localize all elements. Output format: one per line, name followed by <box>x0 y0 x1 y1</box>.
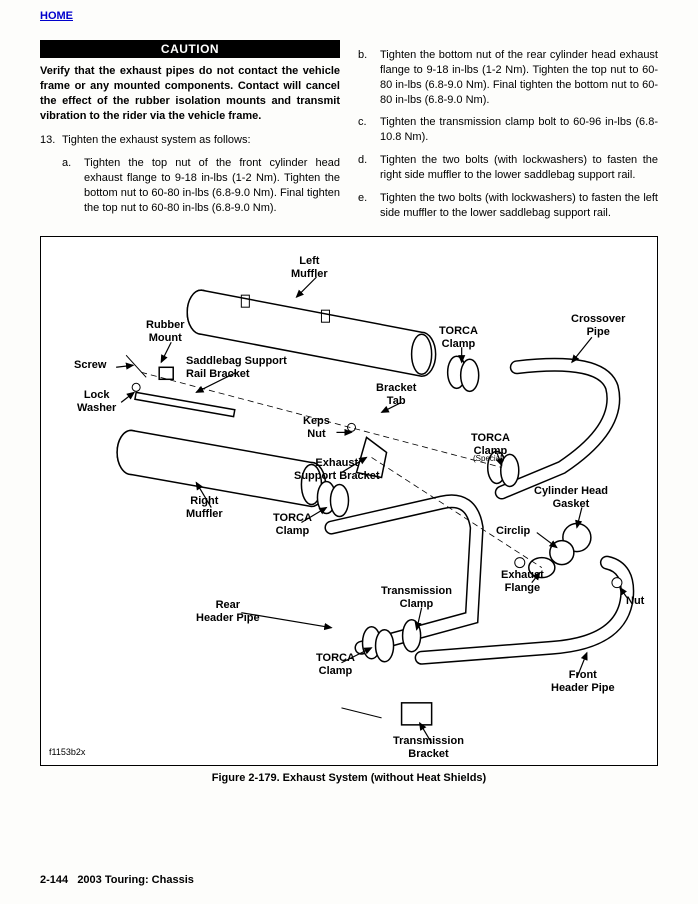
step-13: 13. Tighten the exhaust system as follow… <box>40 133 340 148</box>
lbl-circlip: Circlip <box>496 525 530 537</box>
sub-label-a: a. <box>62 156 84 215</box>
sub-text-a: Tighten the top nut of the front cylinde… <box>84 156 340 215</box>
lbl-front-header: FrontHeader Pipe <box>551 669 615 693</box>
lbl-trans-clamp: TransmissionClamp <box>381 585 452 609</box>
step-a: a. Tighten the top nut of the front cyli… <box>40 156 340 215</box>
lbl-exhaust-flange: ExhaustFlange <box>501 569 544 593</box>
caution-text: Verify that the exhaust pipes do not con… <box>40 64 340 123</box>
lbl-torca-2: TORCAClamp <box>273 512 312 536</box>
caution-heading: CAUTION <box>40 40 340 58</box>
home-link[interactable]: HOME <box>40 10 73 22</box>
lbl-right-muffler: RightMuffler <box>186 495 223 519</box>
lbl-torca-special-sub: (Special) <box>473 455 505 464</box>
lbl-torca-3: TORCAClamp <box>316 652 355 676</box>
lbl-rubber-mount: RubberMount <box>146 319 185 343</box>
lbl-trans-bracket: TransmissionBracket <box>393 735 464 759</box>
lbl-rear-header: RearHeader Pipe <box>196 599 260 623</box>
lbl-torca-1: TORCAClamp <box>439 325 478 349</box>
sub-text-c: Tighten the transmission clamp bolt to 6… <box>380 115 658 145</box>
figure-diagram: LeftMuffler RubberMount Screw LockWasher… <box>40 236 658 766</box>
sub-label-c: c. <box>358 115 380 145</box>
step-c: c. Tighten the transmission clamp bolt t… <box>358 115 658 145</box>
footer-page: 2-144 <box>40 874 68 886</box>
lbl-crossover: CrossoverPipe <box>571 313 625 337</box>
lbl-saddlebag: Saddlebag SupportRail Bracket <box>186 355 287 379</box>
step-b: b. Tighten the bottom nut of the rear cy… <box>358 48 658 107</box>
lbl-keps: KepsNut <box>303 415 330 439</box>
page-footer: 2-144 2003 Touring: Chassis <box>40 874 194 886</box>
step-number: 13. <box>40 133 62 148</box>
lbl-left-muffler: LeftMuffler <box>291 255 328 279</box>
lbl-lock-washer: LockWasher <box>77 389 116 413</box>
sub-text-d: Tighten the two bolts (with lockwashers)… <box>380 153 658 183</box>
left-column: CAUTION Verify that the exhaust pipes do… <box>40 40 340 220</box>
step-e: e. Tighten the two bolts (with lockwashe… <box>358 191 658 221</box>
right-column: b. Tighten the bottom nut of the rear cy… <box>358 40 658 220</box>
lbl-nut: Nut <box>626 595 644 607</box>
step-d: d. Tighten the two bolts (with lockwashe… <box>358 153 658 183</box>
lbl-bracket-tab: BracketTab <box>376 382 416 406</box>
sub-label-e: e. <box>358 191 380 221</box>
sub-label-b: b. <box>358 48 380 107</box>
step-text: Tighten the exhaust system as follows: <box>62 133 251 148</box>
content-columns: CAUTION Verify that the exhaust pipes do… <box>40 40 658 220</box>
sub-label-d: d. <box>358 153 380 183</box>
lbl-torca-special: TORCAClamp <box>471 432 510 456</box>
lbl-cyl-head: Cylinder HeadGasket <box>534 485 608 509</box>
lbl-screw: Screw <box>74 359 106 371</box>
figure-code: f1153b2x <box>49 747 85 757</box>
lbl-exhaust-support: ExhaustSupport Bracket <box>294 457 380 481</box>
footer-title: 2003 Touring: Chassis <box>77 874 194 886</box>
clamps <box>135 357 591 726</box>
sub-text-e: Tighten the two bolts (with lockwashers)… <box>380 191 658 221</box>
sub-text-b: Tighten the bottom nut of the rear cylin… <box>380 48 658 107</box>
figure-caption: Figure 2-179. Exhaust System (without He… <box>40 772 658 784</box>
